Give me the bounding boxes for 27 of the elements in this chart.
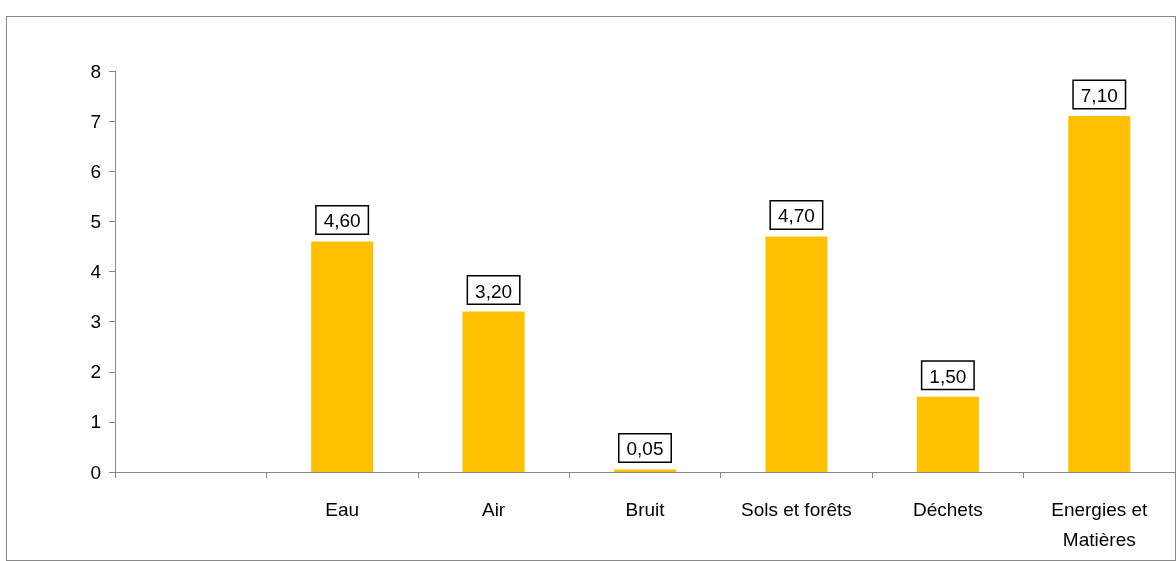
y-tick-label: 4 bbox=[90, 261, 102, 282]
x-tick-label: Air bbox=[481, 498, 506, 520]
x-tick-label: Energies et Matières bbox=[1051, 498, 1149, 550]
x-tick-label: Eau bbox=[325, 498, 360, 520]
bar bbox=[462, 311, 525, 472]
data-label: 1,50 bbox=[929, 365, 967, 387]
y-tick-label: 7 bbox=[90, 110, 101, 132]
data-label: 7,10 bbox=[1080, 85, 1118, 107]
y-tick-label: 2 bbox=[90, 361, 101, 383]
x-tick-label: Sols et forêts bbox=[740, 498, 852, 520]
bar bbox=[1068, 116, 1131, 472]
bar bbox=[765, 236, 828, 472]
data-label: 4,70 bbox=[777, 205, 815, 227]
y-tick-label: 6 bbox=[90, 160, 101, 182]
x-tick-label: Déchets bbox=[913, 498, 983, 520]
y-tick-label: 1 bbox=[90, 411, 101, 433]
y-tick-label: 8 bbox=[90, 60, 101, 82]
y-tick-label: 3 bbox=[90, 311, 101, 333]
y-tick-label: 0 bbox=[90, 461, 101, 483]
bar bbox=[614, 469, 676, 472]
data-label: 0,05 bbox=[626, 438, 664, 460]
data-label: 3,20 bbox=[475, 280, 513, 302]
bar bbox=[916, 396, 979, 472]
x-tick-label: Bruit bbox=[625, 498, 666, 520]
bar bbox=[311, 241, 374, 472]
y-tick-label: 5 bbox=[90, 210, 101, 232]
data-label: 4,60 bbox=[323, 210, 361, 232]
